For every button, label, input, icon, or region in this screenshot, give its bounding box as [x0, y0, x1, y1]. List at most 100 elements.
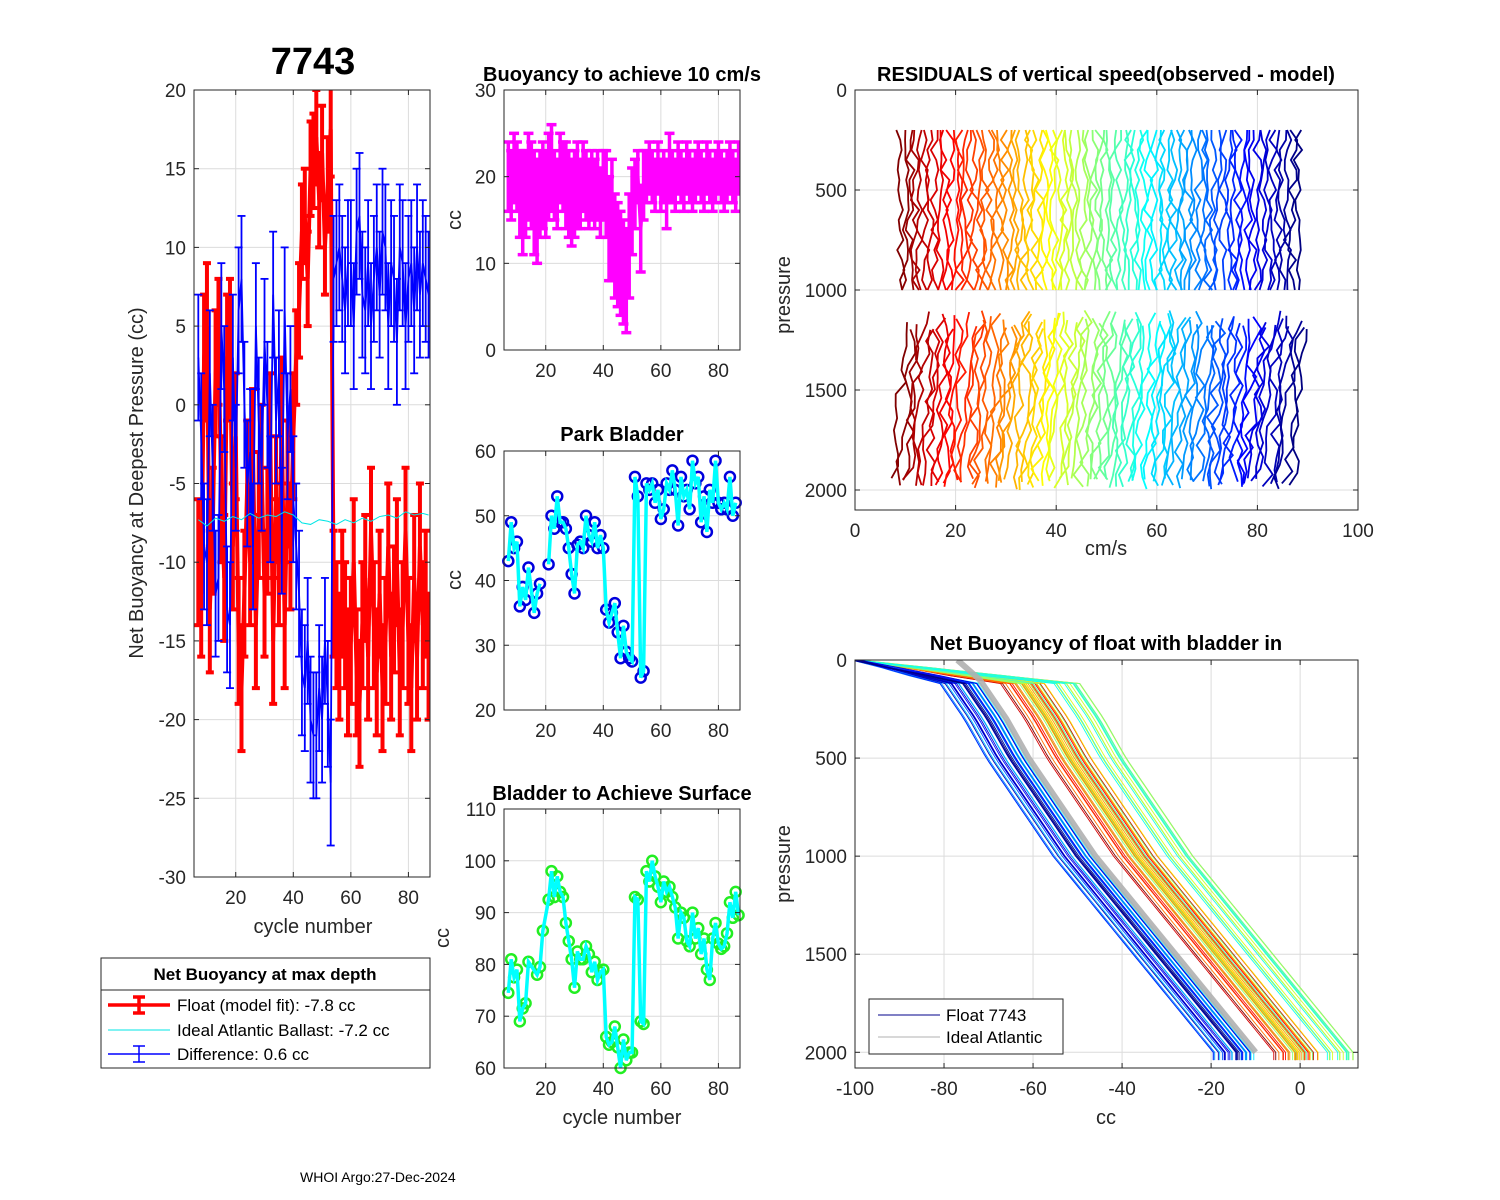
residuals-panel: RESIDUALS of vertical speed(observed - m…: [773, 64, 1374, 560]
footer-credit: WHOI Argo:27-Dec-2024: [300, 1169, 456, 1185]
residual-profile-upper: [1267, 129, 1278, 291]
y-tick-label: 0: [485, 341, 496, 362]
y-tick-label: 1500: [805, 945, 847, 966]
residual-profile-upper: [1243, 129, 1254, 291]
ideal-atlantic-line: [198, 511, 429, 527]
residual-profile-lower: [1131, 312, 1157, 482]
legend-entry-float: Float (model fit): -7.8 cc: [108, 995, 356, 1015]
residual-profile-lower: [1053, 319, 1074, 489]
difference-errorbar: [220, 325, 229, 453]
residual-profile-upper: [1123, 129, 1134, 291]
float-profile: [855, 660, 1280, 1061]
legend-label-float: Float (model fit): -7.8 cc: [177, 996, 356, 1015]
y-tick-label: 40: [475, 572, 496, 593]
ticks: 20 40 60 80 20 30 40 50 60: [475, 442, 740, 742]
residual-profile-lower: [942, 315, 956, 484]
residual-profile-lower: [1261, 318, 1284, 488]
difference-errorbar: [231, 403, 240, 532]
residual-profile-upper: [969, 129, 980, 291]
residual-profile-upper: [950, 129, 961, 291]
x-tick-label: 20: [535, 1079, 556, 1100]
x-axis-label: cm/s: [1085, 538, 1127, 560]
plot-data: [504, 122, 740, 335]
y-tick-label: 80: [475, 955, 496, 976]
float-profile: [855, 660, 1231, 1061]
residual-profile-lower: [1250, 324, 1277, 482]
residual-profile-upper: [1053, 129, 1065, 291]
float-profile: [855, 660, 1247, 1061]
figure-title: 7743: [271, 41, 356, 83]
legend-entry-ideal: Ideal Atlantic Ballast: -7.2 cc: [108, 1021, 390, 1040]
float-profile: [855, 660, 1350, 1061]
residual-profile-lower: [1173, 320, 1193, 489]
residual-profile-upper: [984, 129, 995, 291]
float-profile: [856, 660, 1214, 1061]
float-profile: [855, 660, 1221, 1061]
float-profile: [858, 660, 1349, 1061]
residual-profile-lower: [1188, 324, 1200, 481]
residual-profile-upper: [1019, 129, 1030, 291]
y-tick-label: 0: [175, 396, 186, 417]
residual-profile-lower: [1201, 325, 1218, 482]
y-axis-label: cc: [444, 210, 466, 230]
residual-profile-lower: [1142, 323, 1166, 480]
y-tick-label: 2000: [805, 481, 847, 502]
residual-profile-upper: [1183, 129, 1194, 291]
residual-profile-lower: [1213, 316, 1235, 485]
residual-profile-upper: [1143, 129, 1154, 291]
residual-profile-upper: [1188, 129, 1198, 291]
float-profile: [855, 660, 1331, 1061]
float-profile: [855, 660, 1294, 1061]
ticks: 20 40 60 80 60 70 80 90 100 110: [464, 800, 740, 1100]
residual-profile-lower: [994, 326, 1018, 483]
y-tick-label: 0: [836, 651, 847, 672]
residual-profile-upper: [895, 129, 906, 291]
residual-profile-upper: [1133, 129, 1145, 291]
x-tick-label: 40: [593, 361, 614, 382]
residual-profile-upper: [1108, 129, 1119, 291]
panel-title: Bladder to Achieve Surface: [492, 783, 751, 805]
y-tick-label: 50: [475, 507, 496, 528]
residual-profile-upper: [1277, 129, 1288, 291]
axes-box: [503, 808, 741, 1069]
residual-profile-upper: [1158, 129, 1169, 291]
x-tick-label: 60: [650, 721, 671, 742]
float-profile: [855, 660, 1299, 1061]
residual-profile-lower: [1255, 310, 1282, 479]
residual-profile-upper: [1083, 129, 1095, 291]
residual-profile-upper: [1153, 129, 1164, 291]
float-profile: [857, 660, 1354, 1061]
x-tick-label: 40: [1046, 521, 1067, 542]
x-tick-label: 20: [225, 888, 246, 909]
residual-profile-lower: [934, 328, 954, 486]
x-tick-label: 100: [1342, 521, 1374, 542]
float-profile: [858, 660, 1289, 1061]
float-profile: [855, 660, 1344, 1061]
residual-profile-upper: [1004, 129, 1015, 291]
residual-profile-lower: [959, 324, 985, 482]
y-tick-label: 70: [475, 1007, 496, 1028]
y-tick-label: 30: [475, 636, 496, 657]
residual-profile-upper: [1218, 129, 1228, 291]
residual-profile-lower: [1180, 310, 1203, 480]
float-profile: [858, 660, 1242, 1061]
x-tick-label: 60: [650, 1079, 671, 1100]
residual-profile-lower: [1206, 318, 1227, 487]
axes-box: [503, 89, 741, 351]
legend-title: Net Buoyancy at max depth: [154, 965, 377, 984]
legend-label-ideal: Ideal Atlantic Ballast: -7.2 cc: [177, 1021, 390, 1040]
x-tick-label: -100: [836, 1079, 874, 1100]
y-tick-label: 110: [466, 800, 496, 821]
buoyancy-10cms-panel: Buoyancy to achieve 10 cm/s 20 40 60 800102…: [444, 64, 761, 382]
x-tick-label: 20: [535, 361, 556, 382]
residual-profile-upper: [920, 129, 931, 291]
y-tick-label: 60: [475, 442, 496, 463]
panel-title: Net Buoyancy of float with bladder in: [930, 633, 1282, 655]
residual-profile-lower: [1288, 329, 1308, 486]
y-axis-label: cc: [432, 928, 454, 948]
y-tick-label: 10: [475, 254, 496, 275]
residual-profile-upper: [1023, 129, 1035, 291]
plot-data: [890, 129, 1308, 491]
y-tick-label: 90: [475, 904, 496, 925]
residual-profile-upper: [1224, 129, 1234, 291]
